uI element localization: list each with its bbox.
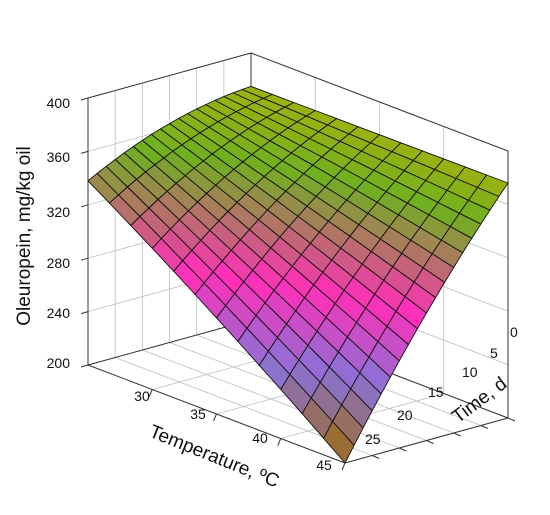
x-tick-label: 35 — [190, 406, 206, 422]
x-tick-mark — [277, 438, 282, 446]
z-tick-label: 360 — [47, 149, 71, 165]
y-tick-label: 20 — [397, 407, 413, 423]
y-tick-mark — [507, 417, 516, 422]
z-tick-mark — [80, 257, 89, 261]
z-tick-mark — [80, 150, 89, 154]
y-tick-mark — [371, 455, 380, 459]
y-tick-label: 10 — [462, 364, 478, 380]
x-tick-mark — [213, 413, 217, 422]
y-tick-label: 0 — [510, 324, 518, 340]
z-tick-mark — [80, 204, 89, 208]
box-edge — [87, 52, 252, 99]
z-tick-labels: 200 240 280 320 360 400 — [47, 95, 71, 371]
z-tick-mark — [80, 97, 89, 101]
z-tick-label: 320 — [47, 204, 71, 220]
x-tick-labels: 30 35 40 45 — [134, 388, 332, 473]
tick-marks — [80, 97, 516, 471]
y-tick-labels: 0 5 10 15 20 25 — [365, 324, 518, 447]
box-edge — [87, 319, 252, 366]
y-tick-mark — [480, 425, 489, 429]
z-tick-mark — [80, 311, 89, 315]
y-tick-label: 15 — [428, 384, 444, 400]
x-tick-mark — [148, 389, 153, 397]
z-tick-mark — [80, 364, 89, 368]
z-axis-title: Oleuropein, mg/kg oil — [14, 146, 35, 326]
y-tick-label: 5 — [490, 345, 498, 361]
x-tick-mark — [341, 462, 346, 471]
box-edge — [250, 52, 509, 152]
y-tick-label: 25 — [365, 431, 381, 447]
x-tick-label: 40 — [252, 430, 268, 446]
y-tick-mark — [426, 440, 434, 444]
z-tick-label: 240 — [47, 305, 71, 321]
z-tick-label: 280 — [47, 255, 71, 271]
y-tick-mark — [453, 432, 461, 437]
y-tick-mark — [399, 447, 407, 452]
x-tick-label: 45 — [316, 457, 332, 473]
surface-plot — [87, 85, 509, 464]
x-tick-label: 30 — [134, 388, 150, 404]
z-tick-label: 400 — [47, 95, 71, 111]
z-tick-label: 200 — [47, 355, 71, 371]
